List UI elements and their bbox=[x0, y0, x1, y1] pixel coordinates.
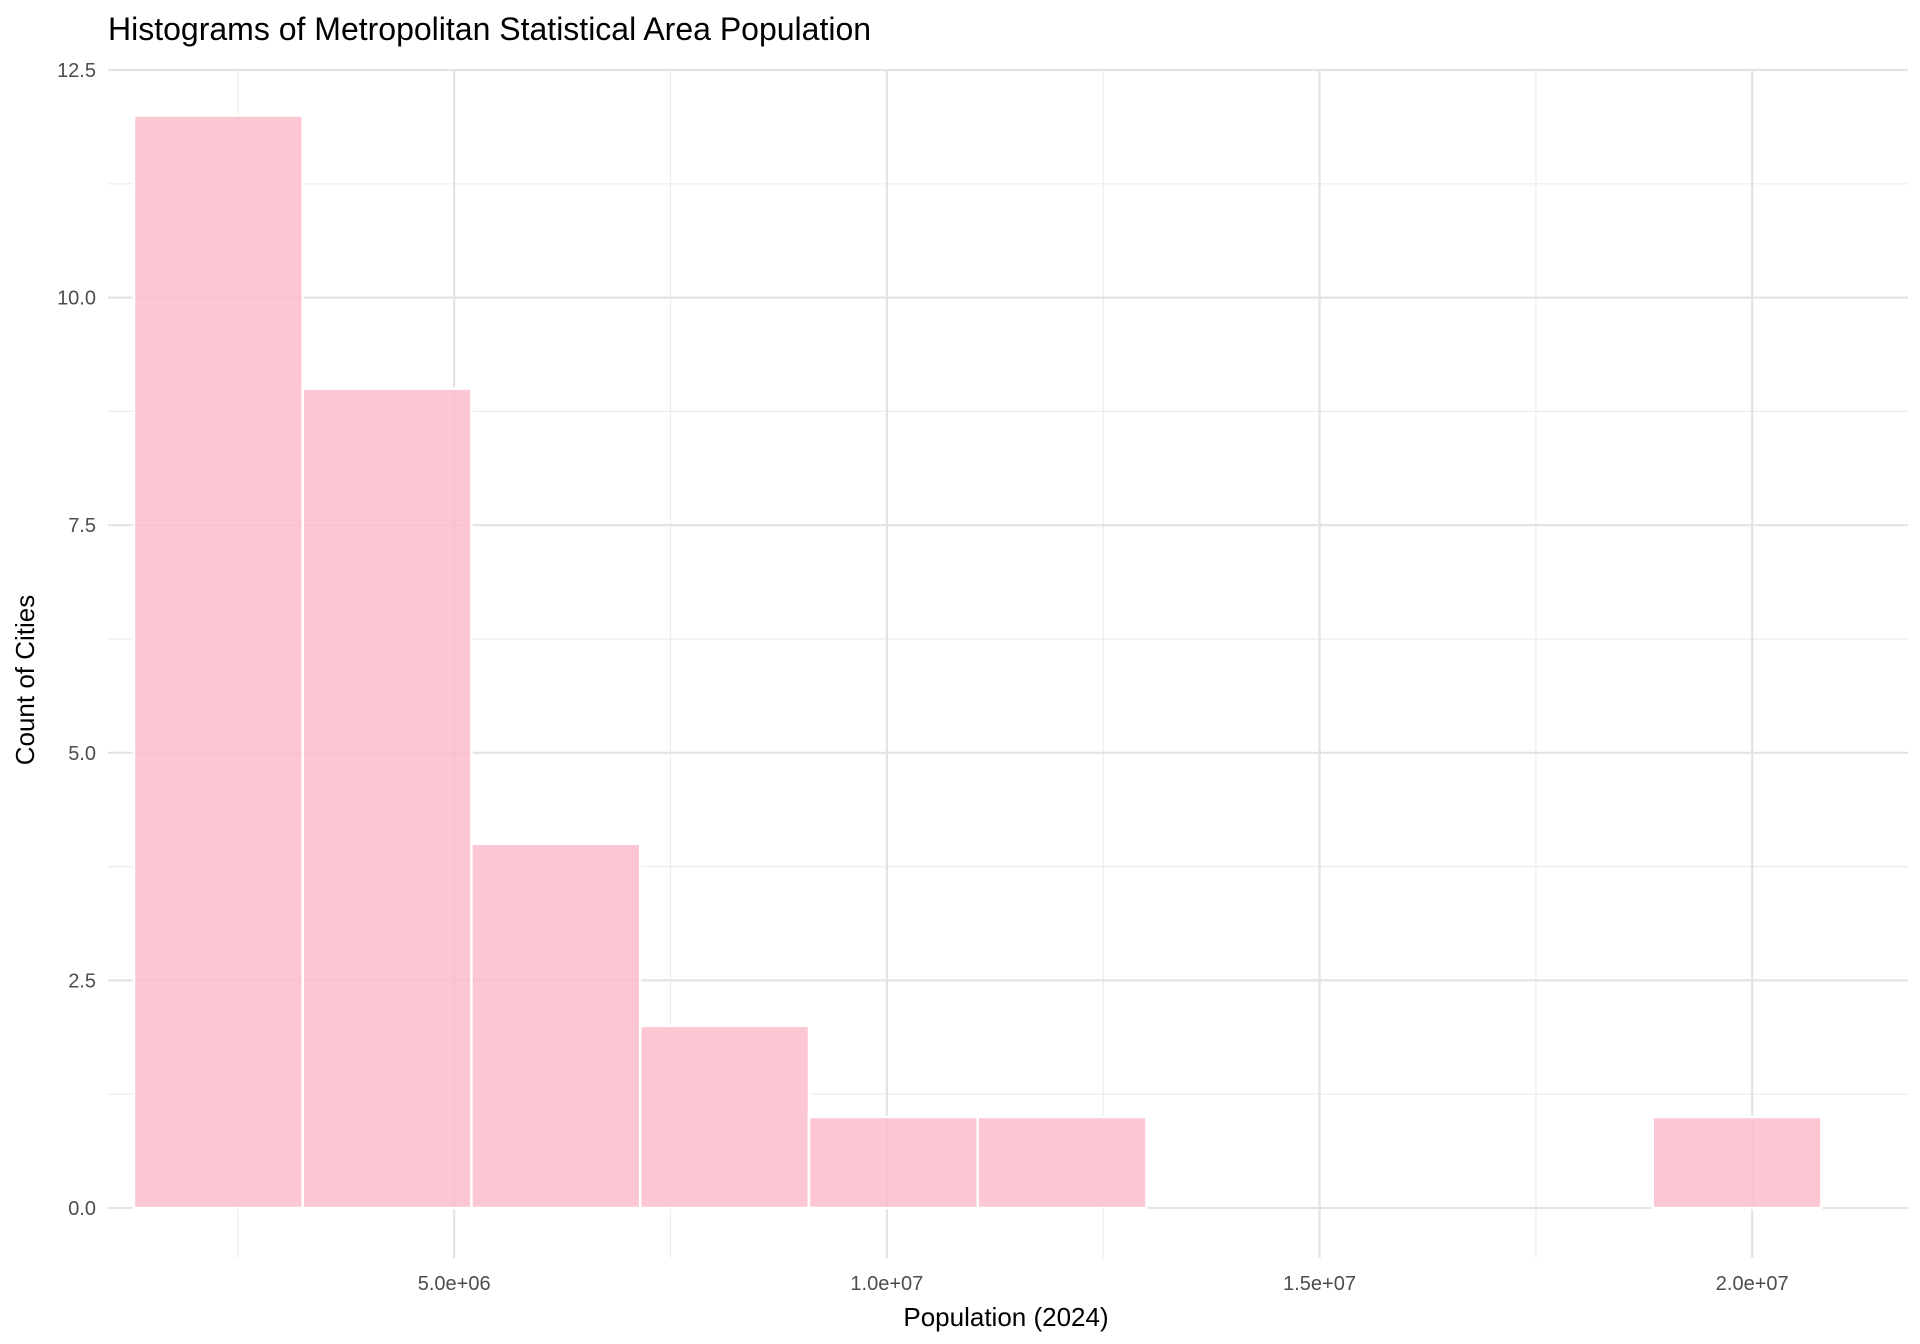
y-tick-label: 10.0 bbox=[57, 288, 96, 310]
histogram-bar bbox=[1651, 1115, 1823, 1210]
bar-layer bbox=[132, 114, 1823, 1210]
x-tick-label: 1.0e+07 bbox=[850, 1273, 923, 1295]
y-tick-label: 12.5 bbox=[57, 60, 96, 82]
histogram-bar bbox=[638, 1024, 811, 1210]
histogram-bar bbox=[807, 1115, 979, 1210]
y-tick-label: 0.0 bbox=[68, 1198, 96, 1220]
y-axis-label: Count of Cities bbox=[10, 595, 40, 766]
histogram-bar bbox=[470, 842, 642, 1210]
y-tick-label: 2.5 bbox=[68, 970, 96, 992]
x-tick-label: 5.0e+06 bbox=[418, 1273, 491, 1295]
y-tick-label: 5.0 bbox=[68, 743, 96, 765]
tick-label-layer: 0.0 2.5 5.0 7.5 10.0 12.5 5.0e+06 1.0e+07 1.5e+0… bbox=[57, 60, 1789, 1295]
chart-title: Histograms of Metropolitan Statistical A… bbox=[108, 11, 871, 47]
x-axis-label: Population (2024) bbox=[903, 1302, 1108, 1332]
x-tick-label: 2.0e+07 bbox=[1716, 1273, 1789, 1295]
histogram-bar bbox=[301, 387, 473, 1210]
y-tick-label: 7.5 bbox=[68, 515, 96, 537]
histogram-bar bbox=[132, 114, 304, 1210]
x-tick-label: 1.5e+07 bbox=[1283, 1273, 1356, 1295]
histogram-bar bbox=[976, 1115, 1148, 1210]
